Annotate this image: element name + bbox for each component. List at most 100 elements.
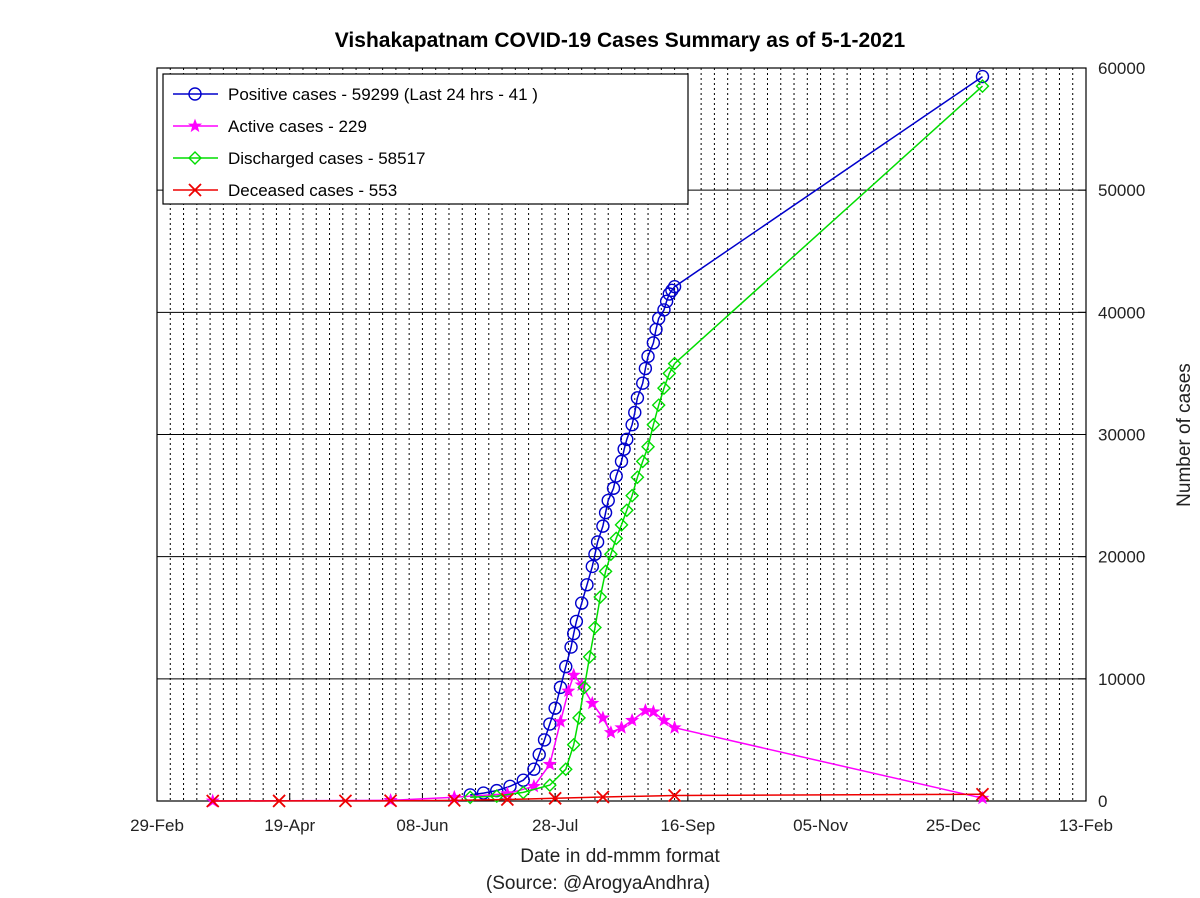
legend-label: Active cases - 229 <box>228 117 367 136</box>
y-tick-label: 20000 <box>1098 548 1145 567</box>
grid <box>157 68 1086 801</box>
data-point <box>606 481 621 495</box>
data-point <box>595 710 610 724</box>
series-diamond <box>463 79 990 805</box>
data-point <box>587 620 602 635</box>
data-point <box>662 366 677 381</box>
data-point <box>559 659 573 674</box>
data-point <box>548 701 562 715</box>
data-point <box>667 720 682 734</box>
data-point <box>625 713 640 727</box>
data-point <box>975 79 990 94</box>
data-point <box>630 470 645 485</box>
data-point <box>569 614 584 629</box>
legend-entry: Deceased cases - 553 <box>173 181 397 200</box>
data-point <box>609 469 623 483</box>
data-point <box>603 725 618 739</box>
series-star <box>205 667 990 808</box>
y-tick-label: 10000 <box>1098 670 1145 689</box>
axes: 0 10000 20000 30000 40000 50000 60000 29-Feb 19-… <box>130 59 1145 835</box>
data-point <box>553 714 568 728</box>
legend-marker <box>188 87 202 101</box>
x-tick-label: 19-Apr <box>264 816 315 835</box>
data-point <box>646 704 661 718</box>
data-point <box>603 547 618 562</box>
data-point <box>572 710 587 725</box>
data-point <box>564 640 578 654</box>
data-point <box>585 695 600 710</box>
data-point <box>596 790 610 804</box>
plot-area-frame <box>156 67 1087 802</box>
data-point <box>614 720 629 734</box>
data-point <box>542 778 557 793</box>
data-point <box>588 547 602 561</box>
data-point <box>601 493 615 508</box>
data-point <box>598 564 613 579</box>
legend-entry: Discharged cases - 58517 <box>173 149 426 168</box>
data-point <box>635 454 650 469</box>
data-point <box>206 794 220 808</box>
data-point <box>574 596 589 610</box>
data-point <box>580 578 594 592</box>
data-point <box>463 790 478 805</box>
legend-marker <box>187 118 203 133</box>
y-tick-label: 40000 <box>1098 303 1145 322</box>
data-point <box>636 376 650 390</box>
y-tick-label: 60000 <box>1098 59 1145 78</box>
legend-label: Deceased cases - 553 <box>228 181 397 200</box>
data-point <box>527 762 541 776</box>
data-point <box>383 794 398 808</box>
data-point <box>665 283 679 298</box>
legend-label: Discharged cases - 58517 <box>228 149 426 168</box>
x-tick-label: 25-Dec <box>926 816 981 835</box>
data-point <box>566 667 581 682</box>
data-point <box>628 405 642 420</box>
y-tick-label: 30000 <box>1098 426 1145 445</box>
x-tick-label: 13-Feb <box>1059 816 1113 835</box>
data-point <box>657 303 671 317</box>
data-point <box>625 418 639 432</box>
data-point <box>659 294 674 309</box>
data-point <box>548 791 562 805</box>
data-point <box>542 756 557 771</box>
data-point <box>646 417 661 432</box>
x-axis-source-note: (Source: @ArogyaAndhra) <box>486 873 710 894</box>
data-point <box>590 535 605 549</box>
data-point <box>614 454 629 469</box>
x-tick-label: 16-Sep <box>660 816 715 835</box>
data-point <box>646 336 661 350</box>
data-point <box>667 356 682 371</box>
x-tick-label: 08-Jun <box>396 816 448 835</box>
y-tick-label: 0 <box>1098 792 1107 811</box>
data-point <box>553 680 568 695</box>
data-point <box>641 439 656 454</box>
data-point <box>338 794 353 808</box>
legend-marker <box>188 183 202 197</box>
data-point <box>532 747 546 762</box>
legend: Positive cases - 59299 (Last 24 hrs - 41… <box>162 73 689 205</box>
x-axis-label: Date in dd-mmm format <box>520 846 720 867</box>
data-point <box>975 69 990 84</box>
data-point <box>630 391 645 405</box>
data-point <box>638 361 653 376</box>
data-point <box>577 680 592 695</box>
data-point <box>617 442 631 456</box>
legend-entry: Active cases - 229 <box>173 117 367 136</box>
data-point <box>619 503 634 518</box>
legend-marker <box>188 151 202 165</box>
data-point <box>598 505 613 520</box>
data-point <box>585 559 600 574</box>
data-point <box>537 733 552 747</box>
data-point <box>489 789 504 804</box>
data-point <box>500 786 515 800</box>
data-point <box>609 531 624 546</box>
data-point <box>543 717 557 731</box>
data-point <box>593 589 608 604</box>
data-point <box>625 488 640 503</box>
data-point <box>641 349 655 364</box>
legend-box <box>162 73 689 205</box>
data-point <box>656 381 671 396</box>
data-point <box>656 712 672 727</box>
data-point <box>638 703 653 717</box>
